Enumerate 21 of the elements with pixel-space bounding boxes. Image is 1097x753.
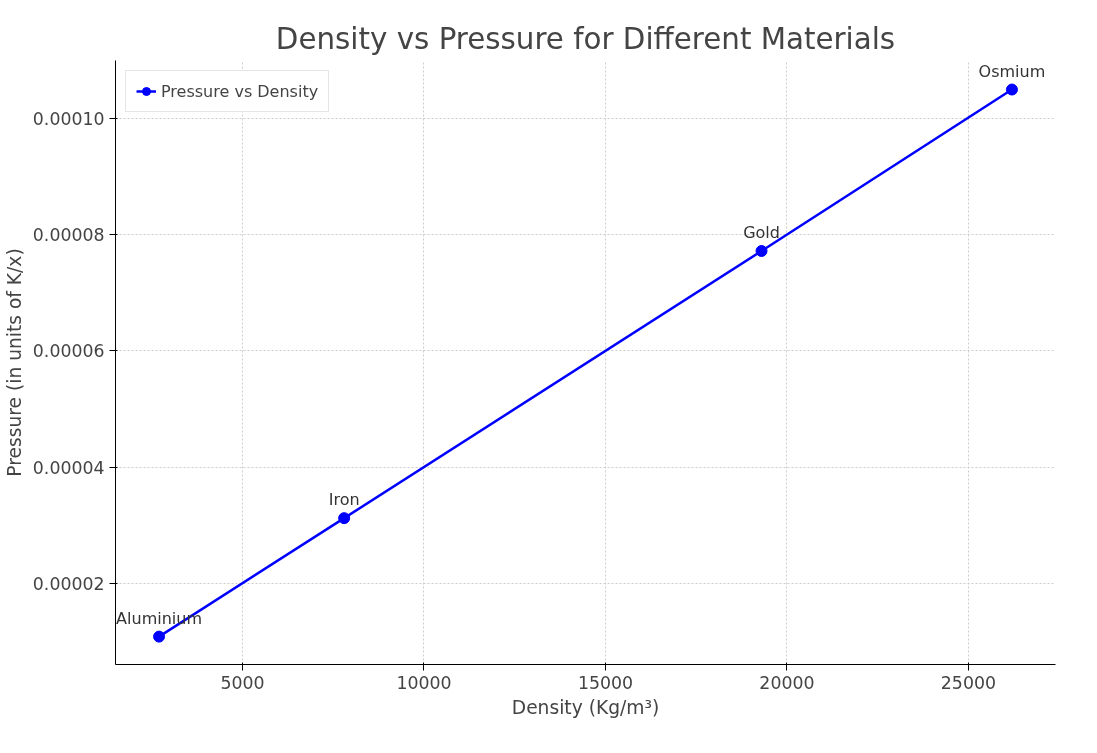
x-tick-label: 25000	[940, 672, 996, 693]
point	[1005, 83, 1018, 96]
annotation: Gold	[743, 222, 780, 242]
x-axis-title: Density (Kg/m³)	[511, 696, 660, 718]
x-tick-label: 5000	[220, 672, 265, 693]
point	[755, 245, 768, 257]
y-tick-label: 0.00010	[32, 109, 105, 130]
chart-title: Density vs Pressure for Different Materials	[275, 21, 896, 56]
y-tick-label: 0.00002	[32, 573, 105, 594]
x-tick-label: 10000	[396, 672, 452, 693]
point	[338, 512, 351, 525]
legend-label: Pressure vs Density	[161, 81, 319, 101]
y-axis-title: Pressure (in units of K/x)	[3, 248, 25, 477]
point	[153, 630, 166, 643]
x-tick-label: 20000	[759, 672, 815, 693]
y-tick-label: 0.00006	[32, 341, 105, 362]
y-tick-label: 0.00004	[32, 457, 105, 478]
x-tick-label: 15000	[577, 672, 634, 693]
y-tick-label: 0.00008	[32, 225, 105, 246]
annotation: Iron	[328, 490, 360, 510]
annotation: Osmium	[978, 61, 1046, 81]
